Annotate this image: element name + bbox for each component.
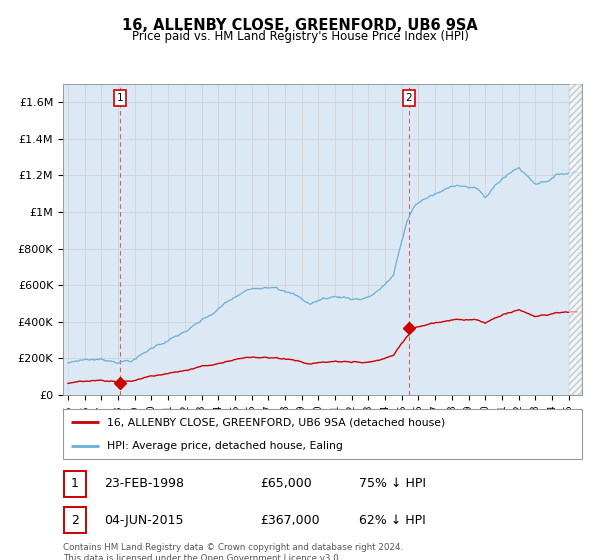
Text: 1: 1 — [71, 477, 79, 490]
Text: £367,000: £367,000 — [260, 514, 320, 526]
FancyBboxPatch shape — [64, 470, 86, 497]
Text: Contains HM Land Registry data © Crown copyright and database right 2024.
This d: Contains HM Land Registry data © Crown c… — [63, 543, 403, 560]
Text: £65,000: £65,000 — [260, 477, 312, 490]
Text: 62% ↓ HPI: 62% ↓ HPI — [359, 514, 425, 526]
Text: 16, ALLENBY CLOSE, GREENFORD, UB6 9SA (detached house): 16, ALLENBY CLOSE, GREENFORD, UB6 9SA (d… — [107, 417, 445, 427]
Text: 16, ALLENBY CLOSE, GREENFORD, UB6 9SA: 16, ALLENBY CLOSE, GREENFORD, UB6 9SA — [122, 18, 478, 33]
Text: 04-JUN-2015: 04-JUN-2015 — [104, 514, 184, 526]
FancyBboxPatch shape — [64, 507, 86, 533]
Text: 1: 1 — [117, 93, 124, 103]
Text: 2: 2 — [71, 514, 79, 526]
Text: 2: 2 — [406, 93, 412, 103]
FancyBboxPatch shape — [63, 409, 582, 459]
Text: Price paid vs. HM Land Registry's House Price Index (HPI): Price paid vs. HM Land Registry's House … — [131, 30, 469, 43]
Text: 75% ↓ HPI: 75% ↓ HPI — [359, 477, 426, 490]
Text: HPI: Average price, detached house, Ealing: HPI: Average price, detached house, Eali… — [107, 441, 343, 451]
Text: 23-FEB-1998: 23-FEB-1998 — [104, 477, 185, 490]
